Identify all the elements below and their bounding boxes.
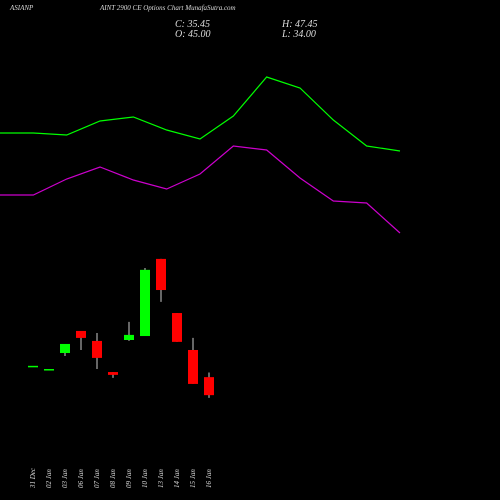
candle-body bbox=[28, 365, 38, 368]
x-tick-label: 31 Dec bbox=[29, 467, 37, 489]
x-tick-label: 03 Jan bbox=[61, 469, 69, 488]
candle-body bbox=[188, 349, 198, 384]
x-tick-label: 16 Jan bbox=[205, 469, 213, 488]
candle-body bbox=[204, 377, 214, 396]
x-tick-label: 06 Jan bbox=[77, 469, 85, 488]
candle-body bbox=[124, 334, 134, 340]
x-tick-label: 15 Jan bbox=[189, 469, 197, 488]
chart-subtitle: AINT 2900 CE Options Chart MunafaSutra.c… bbox=[99, 4, 236, 12]
line-series bbox=[0, 76, 401, 152]
candle-body bbox=[172, 313, 182, 342]
x-tick-label: 13 Jan bbox=[157, 469, 165, 488]
line-series bbox=[0, 145, 401, 234]
candle-body bbox=[60, 343, 70, 354]
x-tick-label: 09 Jan bbox=[125, 469, 133, 488]
x-tick-label: 08 Jan bbox=[109, 469, 117, 488]
low-label: L: 34.00 bbox=[281, 29, 316, 40]
x-tick-label: 02 Jan bbox=[45, 469, 53, 488]
x-tick-label: 14 Jan bbox=[173, 469, 181, 488]
candle-body bbox=[92, 340, 102, 358]
candle-body bbox=[44, 369, 54, 371]
chart-title: ASIANP bbox=[9, 4, 34, 12]
high-label: H: 47.45 bbox=[281, 19, 318, 30]
open-label: O: 45.00 bbox=[175, 29, 211, 40]
candle-body bbox=[156, 258, 166, 291]
candle-body bbox=[76, 330, 86, 338]
x-tick-label: 10 Jan bbox=[141, 469, 149, 488]
x-tick-label: 07 Jan bbox=[93, 469, 101, 488]
close-label: C: 35.45 bbox=[175, 19, 210, 30]
candle-body bbox=[108, 372, 118, 375]
candle-body bbox=[140, 269, 150, 337]
